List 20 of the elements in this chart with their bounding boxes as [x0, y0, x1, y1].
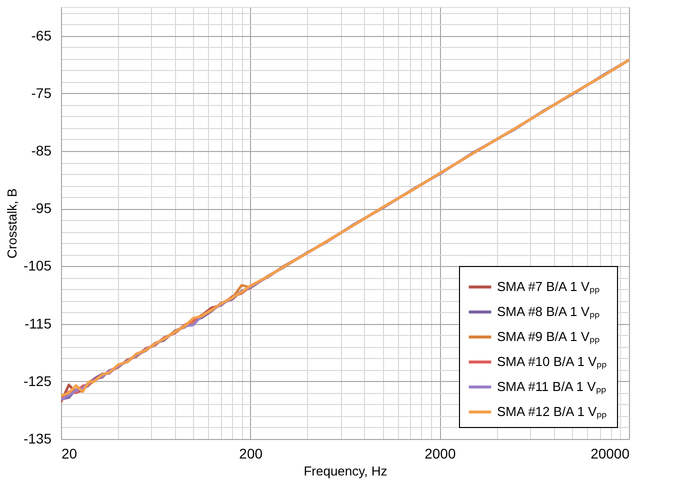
- x-tick-label: 20: [62, 446, 78, 462]
- y-tick-label: -115: [24, 315, 52, 332]
- x-axis-title: Frequency, Hz: [304, 464, 388, 478]
- y-tick-label: -75: [31, 84, 52, 101]
- legend-label: SMA #8 B/A 1 Vₚₚ: [497, 304, 600, 320]
- y-tick-label: -125: [23, 372, 52, 389]
- y-tick-label: -135: [23, 430, 52, 446]
- y-tick-label: -65: [31, 27, 52, 44]
- x-tick-label: 200: [239, 446, 263, 462]
- x-tick-label: 20000: [590, 446, 630, 462]
- legend-label: SMA #9 B/A 1 Vₚₚ: [497, 329, 600, 345]
- legend-label: SMA #10 B/A 1 Vₚₚ: [497, 354, 607, 370]
- y-tick-label: -95: [31, 200, 52, 216]
- y-tick-label: -105: [23, 258, 52, 274]
- legend-label: SMA #11 B/A 1 Vₚₚ: [497, 379, 606, 395]
- legend-label: SMA #7 B/A 1 Vₚₚ: [497, 279, 600, 295]
- legend-label: SMA #12 B/A 1 Vₚₚ: [497, 404, 607, 420]
- y-axis-title: Crosstalk, B: [4, 188, 20, 259]
- x-tick-label: 2000: [424, 446, 456, 462]
- y-tick-label: -85: [31, 142, 52, 158]
